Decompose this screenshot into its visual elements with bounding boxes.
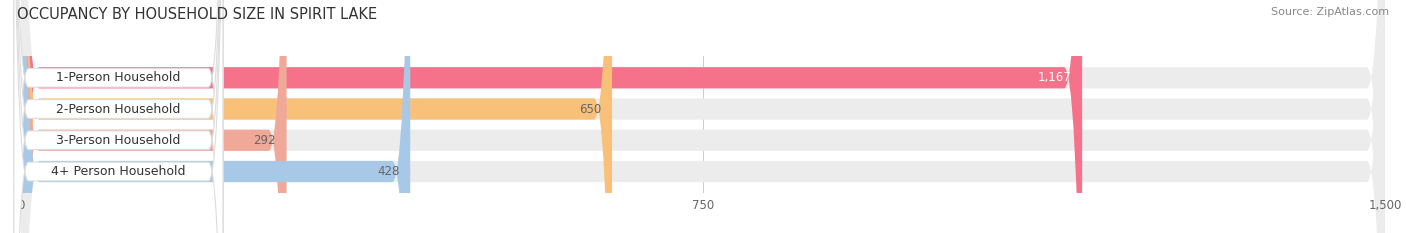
Text: 4+ Person Household: 4+ Person Household — [51, 165, 186, 178]
Text: 3-Person Household: 3-Person Household — [56, 134, 180, 147]
FancyBboxPatch shape — [14, 0, 224, 233]
Text: Source: ZipAtlas.com: Source: ZipAtlas.com — [1271, 7, 1389, 17]
FancyBboxPatch shape — [21, 0, 1385, 233]
Text: 2-Person Household: 2-Person Household — [56, 103, 180, 116]
FancyBboxPatch shape — [21, 0, 1385, 233]
FancyBboxPatch shape — [14, 0, 224, 233]
Text: OCCUPANCY BY HOUSEHOLD SIZE IN SPIRIT LAKE: OCCUPANCY BY HOUSEHOLD SIZE IN SPIRIT LA… — [17, 7, 377, 22]
FancyBboxPatch shape — [21, 0, 1385, 233]
Text: 292: 292 — [253, 134, 276, 147]
Text: 1,167: 1,167 — [1038, 71, 1071, 84]
FancyBboxPatch shape — [21, 0, 287, 233]
FancyBboxPatch shape — [21, 0, 1083, 233]
Text: 1-Person Household: 1-Person Household — [56, 71, 180, 84]
Text: 650: 650 — [579, 103, 602, 116]
FancyBboxPatch shape — [14, 0, 224, 233]
FancyBboxPatch shape — [21, 0, 411, 233]
FancyBboxPatch shape — [21, 0, 612, 233]
Text: 428: 428 — [377, 165, 399, 178]
FancyBboxPatch shape — [21, 0, 1385, 233]
FancyBboxPatch shape — [14, 0, 224, 233]
